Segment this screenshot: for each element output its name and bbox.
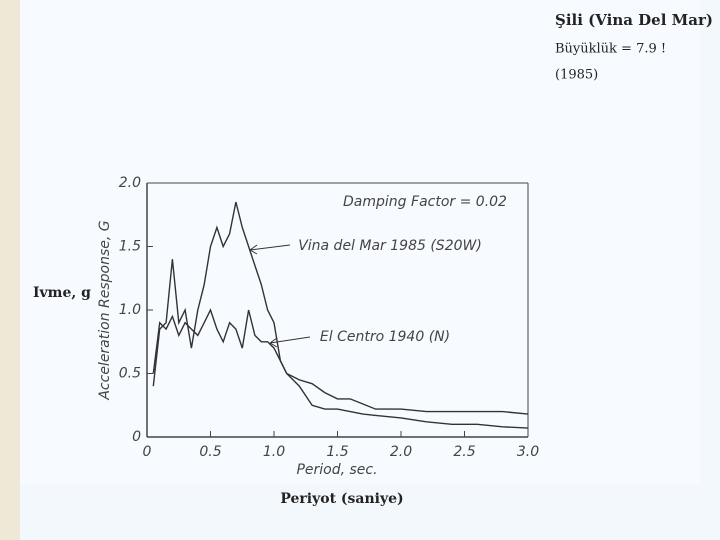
x-axis-label: Period, sec. bbox=[296, 462, 377, 478]
x-tick-label: 0 bbox=[143, 444, 152, 460]
x-tick-label: 1.0 bbox=[263, 444, 285, 460]
heading: Şili (Vina Del Mar) bbox=[555, 11, 713, 29]
y-tick-label: 1.0 bbox=[119, 302, 141, 318]
magnitude: Büyüklük = 7.9 ! bbox=[555, 42, 666, 57]
series-line bbox=[152, 308, 529, 429]
y-tick-label: 1.5 bbox=[119, 239, 141, 255]
x-tick-label: 2.0 bbox=[390, 444, 412, 460]
content-area bbox=[20, 0, 700, 485]
annotation: El Centro 1940 (N) bbox=[320, 329, 450, 345]
y-tick-label: 2.0 bbox=[119, 175, 141, 191]
y-tick-label: 0.5 bbox=[119, 366, 141, 382]
x-tick-label: 0.5 bbox=[199, 444, 221, 460]
series-line bbox=[152, 201, 529, 415]
chart: Damping Factor = 0.02 Vina del Mar 1985 … bbox=[97, 175, 539, 478]
x-caption: Periyot (saniye) bbox=[280, 491, 403, 507]
annotation: Damping Factor = 0.02 bbox=[343, 194, 507, 210]
y-caption: Ivme, g bbox=[33, 285, 91, 301]
y-tick-label: 0 bbox=[132, 429, 141, 445]
x-tick-label: 3.0 bbox=[517, 444, 539, 460]
x-tick-label: 1.5 bbox=[326, 444, 348, 460]
y-axis-label: Acceleration Response, G bbox=[97, 220, 113, 400]
side-strip bbox=[0, 0, 20, 540]
x-tick-label: 2.5 bbox=[453, 444, 475, 460]
arrow bbox=[249, 244, 291, 255]
year: (1985) bbox=[555, 68, 598, 83]
annotation: Vina del Mar 1985 (S20W) bbox=[298, 238, 482, 254]
